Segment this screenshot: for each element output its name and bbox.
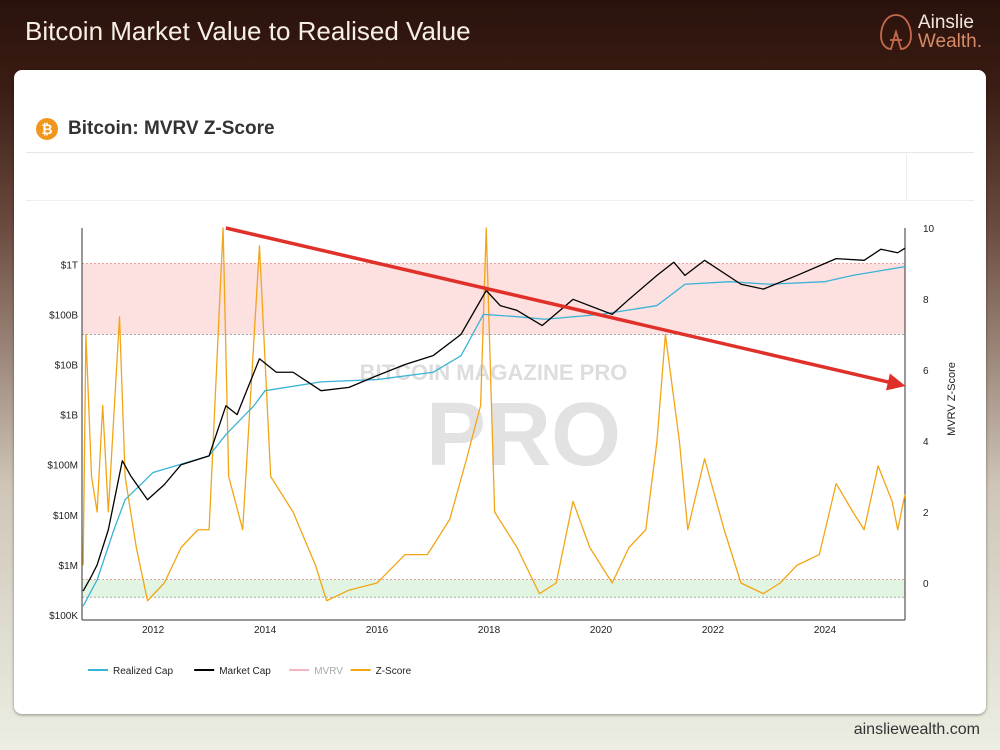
- legend-item[interactable]: Z-Score: [376, 666, 412, 677]
- x-tick: 2014: [254, 625, 277, 636]
- y-left-tick: $1T: [61, 260, 78, 271]
- y-right-tick: 2: [923, 508, 929, 519]
- x-tick: 2024: [814, 625, 837, 636]
- y-right-label: MVRV Z-Score: [946, 362, 958, 436]
- logo-line1: Ainslie: [917, 12, 974, 33]
- watermark: BITCOIN MAGAZINE PRO: [360, 360, 628, 385]
- watermark-pro: PRO: [426, 385, 621, 485]
- x-tick: 2020: [590, 625, 613, 636]
- y-left-tick: $100M: [47, 461, 78, 472]
- y-right-tick: 6: [923, 366, 929, 377]
- green-band: [82, 579, 905, 598]
- series-market-cap: [82, 247, 906, 592]
- divider: [26, 152, 974, 153]
- chart-card: ₿ Bitcoin: MVRV Z-Score: [14, 70, 986, 714]
- chart-title: ₿ Bitcoin: MVRV Z-Score: [36, 118, 275, 140]
- footer-url[interactable]: ainsliewealth.com: [853, 721, 980, 738]
- divider: [906, 152, 907, 200]
- series-realized-cap: [82, 265, 906, 607]
- trend-arrow-line: [225, 226, 893, 385]
- page-title: Bitcoin Market Value to Realised Value: [25, 16, 471, 46]
- x-tick: 2018: [478, 625, 501, 636]
- y-left-tick: $1M: [59, 561, 78, 572]
- y-left-tick: $100B: [49, 310, 78, 321]
- y-right-tick: 8: [923, 295, 929, 306]
- bitcoin-icon: ₿: [36, 118, 58, 140]
- legend-item[interactable]: MVRV: [314, 666, 343, 677]
- y-right-tick: 0: [923, 579, 929, 590]
- y-left-tick: $10M: [53, 511, 78, 522]
- legend-item[interactable]: Realized Cap: [113, 666, 173, 677]
- y-left-tick: $100K: [49, 611, 78, 622]
- x-tick: 2022: [702, 625, 725, 636]
- ainslie-logo: Ainslie Wealth.: [878, 12, 982, 52]
- y-right-tick: 4: [923, 437, 929, 448]
- ainslie-a-icon: [880, 14, 912, 50]
- trend-arrow-head: [886, 373, 906, 391]
- logo-line2: Wealth.: [917, 31, 982, 52]
- y-left-tick: $10B: [55, 361, 79, 372]
- x-tick: 2016: [366, 625, 389, 636]
- series-z-score: [82, 227, 906, 602]
- y-right-tick: 10: [923, 224, 935, 235]
- y-left-tick: $1B: [60, 411, 78, 422]
- divider: [26, 200, 974, 201]
- x-tick: 2012: [142, 625, 165, 636]
- chart-title-text: Bitcoin: MVRV Z-Score: [68, 118, 275, 139]
- legend-item[interactable]: Market Cap: [219, 666, 271, 677]
